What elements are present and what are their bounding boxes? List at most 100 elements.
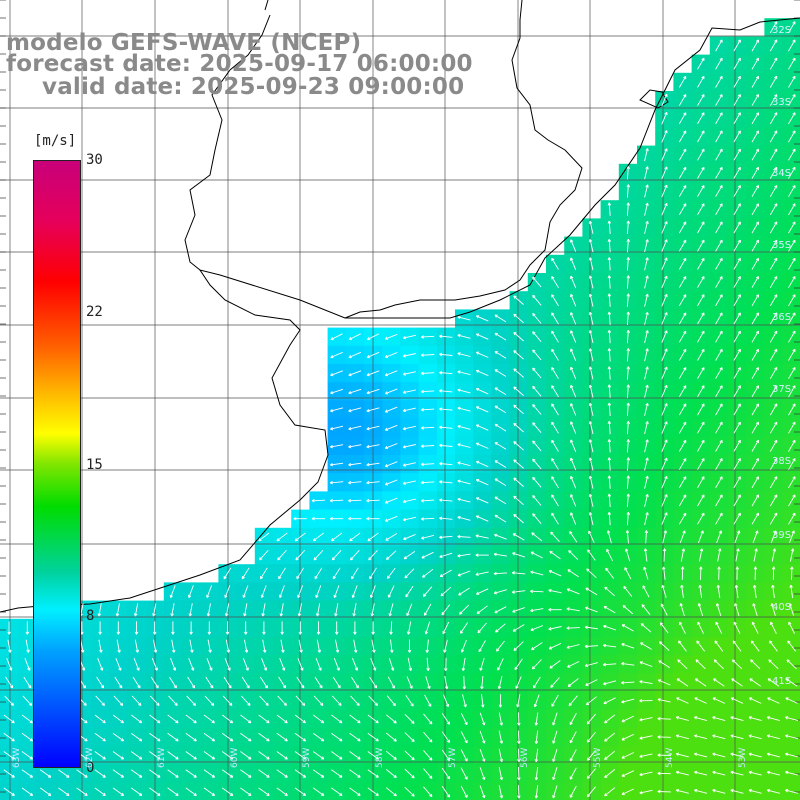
wind-vector-arrow <box>698 584 703 598</box>
wind-vector-arrow <box>715 603 722 617</box>
wind-vector-arrow <box>588 257 594 271</box>
wind-vector-arrow <box>697 312 705 325</box>
wind-vector-arrow <box>369 676 378 689</box>
wind-vector-arrow <box>733 385 741 398</box>
wind-vector-arrow <box>276 787 288 796</box>
wind-vector-arrow <box>551 294 559 307</box>
wind-vector-arrow <box>243 603 248 617</box>
wind-vector-arrow <box>313 695 324 706</box>
wind-vector-arrow <box>7 621 11 635</box>
wind-vector-arrow <box>330 425 344 431</box>
wind-vector-arrow <box>385 750 397 760</box>
wind-vector-arrow <box>298 621 303 635</box>
wind-vector-arrow <box>730 788 744 794</box>
wind-vector-arrow <box>679 603 685 617</box>
wind-vector-arrow <box>477 622 487 634</box>
wind-vector-arrow <box>80 639 85 653</box>
wind-vector-arrow <box>769 512 778 525</box>
wind-vector-arrow <box>441 731 451 743</box>
wind-vector-arrow <box>604 586 615 597</box>
wind-vector-arrow <box>697 348 705 361</box>
wind-vector-arrow <box>277 695 287 706</box>
wind-vector-arrow <box>639 680 653 685</box>
wind-vector-arrow <box>785 678 798 687</box>
wind-vector-arrow <box>439 407 453 411</box>
wind-vector-arrow <box>203 714 215 724</box>
wind-vector-arrow <box>457 406 471 412</box>
wind-vector-arrow <box>552 767 558 781</box>
wind-vector-arrow <box>312 787 325 796</box>
wind-vector-arrow <box>387 676 395 689</box>
wind-vector-arrow <box>276 714 288 724</box>
wind-speed-cell <box>436 782 456 800</box>
wind-vector-arrow <box>513 441 524 451</box>
wind-vector-arrow <box>626 202 631 216</box>
wind-vector-arrow <box>295 695 306 706</box>
wind-vector-arrow <box>439 516 453 521</box>
wind-speed-cell <box>709 200 729 219</box>
wind-vector-arrow <box>769 39 778 52</box>
wind-vector-arrow <box>517 730 521 744</box>
wind-vector-arrow <box>316 639 322 653</box>
wind-vector-arrow <box>225 639 231 653</box>
wind-vector-arrow <box>626 184 631 198</box>
wind-vector-arrow <box>644 275 649 289</box>
wind-vector-arrow <box>421 534 435 540</box>
wind-vector-arrow <box>603 606 616 614</box>
wind-vector-arrow <box>567 661 580 668</box>
wind-vector-arrow <box>644 239 649 253</box>
wind-vector-arrow <box>621 643 635 649</box>
wind-speed-cell <box>163 782 183 800</box>
wind-vector-arrow <box>733 57 741 70</box>
lat-label-39s: 39S <box>772 530 792 541</box>
wind-vector-arrow <box>330 462 344 467</box>
wind-speed-cell <box>709 218 729 238</box>
wind-vector-arrow <box>662 566 666 580</box>
wind-vector-arrow <box>569 731 577 744</box>
wind-speed-cell <box>746 182 765 201</box>
wind-vector-arrow <box>621 788 634 796</box>
wind-vector-arrow <box>551 458 559 470</box>
wind-vector-arrow <box>460 622 469 634</box>
wind-vector-arrow <box>513 404 524 415</box>
wind-vector-arrow <box>443 694 450 708</box>
wind-vector-arrow <box>626 348 631 362</box>
wind-vector-arrow <box>225 621 230 635</box>
wind-vector-arrow <box>697 367 705 379</box>
wind-vector-arrow <box>512 552 526 558</box>
wind-vector-arrow <box>457 534 471 539</box>
wind-vector-arrow <box>512 533 525 541</box>
wind-vector-arrow <box>730 734 744 740</box>
wind-vector-arrow <box>567 569 579 578</box>
wind-speed-cell <box>18 782 37 800</box>
wind-vector-arrow <box>644 220 649 234</box>
wind-vector-arrow <box>678 276 687 288</box>
wind-vector-arrow <box>788 494 796 507</box>
wind-vector-arrow <box>715 203 723 216</box>
wind-vector-arrow <box>424 603 432 616</box>
wind-vector-arrow <box>625 548 631 562</box>
wind-vector-arrow <box>605 567 615 579</box>
wind-vector-arrow <box>661 366 668 380</box>
wind-vector-arrow <box>769 367 778 379</box>
wind-vector-arrow <box>626 238 631 253</box>
wind-vector-arrow <box>788 148 796 161</box>
wind-vector-arrow <box>404 750 415 761</box>
wind-vector-arrow <box>58 769 70 778</box>
wind-vector-arrow <box>680 584 684 598</box>
wind-vector-arrow <box>260 567 268 580</box>
wind-vector-arrow <box>788 166 796 179</box>
wind-vector-arrow <box>644 366 649 380</box>
wind-vector-arrow <box>770 603 776 617</box>
wind-vector-arrow <box>457 515 471 521</box>
wind-vector-arrow <box>644 457 649 471</box>
wind-vector-arrow <box>657 679 671 686</box>
wind-vector-arrow <box>3 769 15 778</box>
wind-vector-arrow <box>244 621 248 635</box>
wind-vector-arrow <box>680 548 686 562</box>
wind-vector-arrow <box>769 312 778 325</box>
wind-vector-arrow <box>585 606 598 613</box>
wind-vector-arrow <box>566 607 580 612</box>
wind-vector-arrow <box>134 639 140 653</box>
wind-vector-arrow <box>311 498 326 503</box>
